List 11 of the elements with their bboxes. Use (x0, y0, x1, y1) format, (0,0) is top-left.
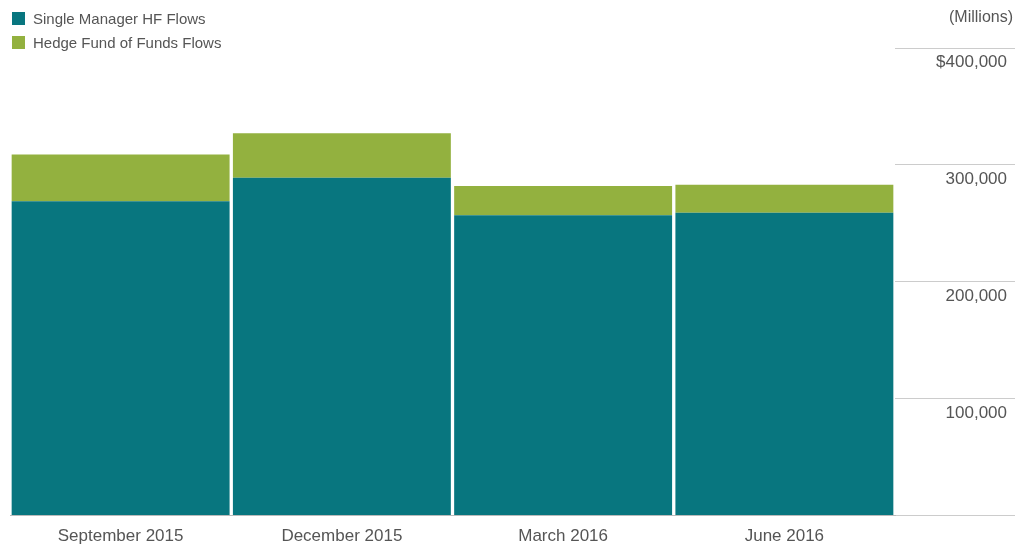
x-tick-label: June 2016 (744, 526, 825, 546)
y-axis-title: (Millions) (949, 8, 1013, 26)
y-tick-label: $400,000 (936, 52, 1007, 72)
x-tick-label: December 2015 (281, 526, 403, 546)
x-tick-label: March 2016 (518, 526, 609, 546)
y-tick-label: 300,000 (945, 169, 1007, 189)
x-tick-label: September 2015 (57, 526, 184, 546)
y-tick-label: 200,000 (945, 285, 1007, 305)
y-tick-label: 100,000 (945, 402, 1007, 422)
legend-label: Hedge Fund of Funds Flows (33, 33, 222, 51)
legend-label: Single Manager HF Flows (33, 9, 206, 27)
